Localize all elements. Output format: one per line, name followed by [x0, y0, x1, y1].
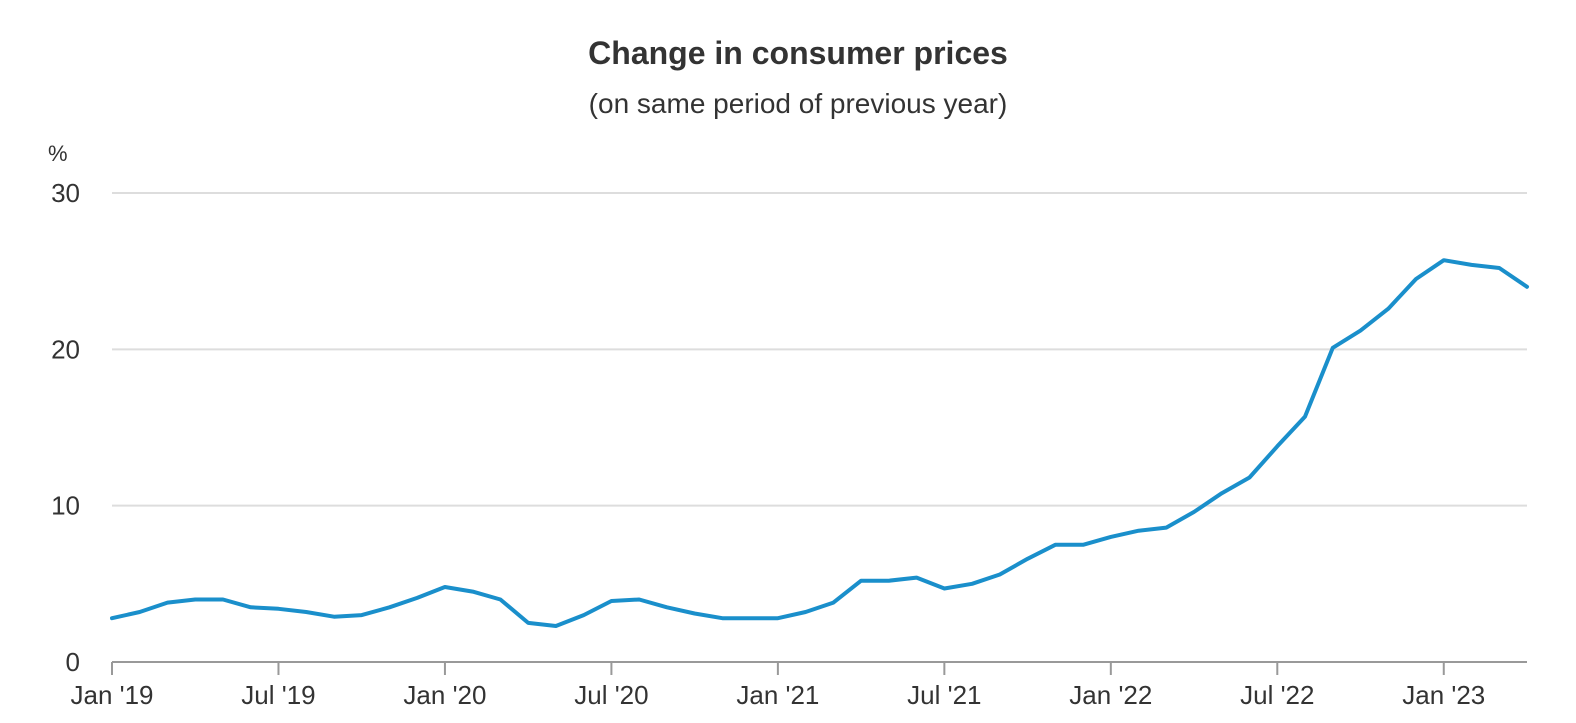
data-point-33	[1025, 556, 1031, 562]
data-point-13	[470, 589, 476, 595]
x-tick-label-0: Jan '19	[70, 680, 153, 710]
chart-subtitle: (on same period of previous year)	[589, 88, 1008, 119]
data-point-29	[914, 575, 920, 581]
y-tick-label-30: 30	[51, 178, 80, 208]
data-point-47	[1413, 276, 1419, 282]
data-point-46	[1385, 306, 1391, 312]
data-point-48	[1441, 257, 1447, 263]
data-point-41	[1247, 475, 1253, 481]
data-point-18	[608, 598, 614, 604]
data-point-21	[692, 611, 698, 617]
data-point-39	[1191, 509, 1197, 515]
data-point-37	[1136, 528, 1142, 534]
data-point-19	[636, 597, 642, 603]
data-point-22	[719, 615, 725, 621]
x-tick-label-5: Jul '21	[907, 680, 981, 710]
data-point-34	[1052, 542, 1058, 548]
data-point-10	[387, 604, 393, 610]
gridlines	[112, 192, 1527, 507]
data-point-11	[414, 595, 420, 601]
data-point-42	[1274, 443, 1280, 449]
data-point-9	[359, 612, 365, 618]
x-axis-ticks: Jan '19 Jul '19 Jan '20 Jul '20 Jan '21 Jul '…	[70, 662, 1485, 710]
data-point-43	[1302, 414, 1308, 420]
y-axis-tick-labels: 0 10 20 30	[51, 178, 80, 677]
data-point-3	[192, 597, 198, 603]
data-point-40	[1219, 490, 1225, 496]
data-point-14	[497, 597, 503, 603]
data-point-2	[165, 600, 171, 606]
chart-title: Change in consumer prices	[588, 35, 1008, 71]
data-point-44	[1330, 345, 1336, 351]
data-point-30	[941, 586, 947, 592]
data-point-26	[830, 600, 836, 606]
data-point-27	[858, 578, 864, 584]
data-point-12	[442, 584, 448, 590]
data-point-23	[747, 615, 753, 621]
data-point-45	[1358, 328, 1364, 334]
data-point-50	[1496, 265, 1502, 271]
y-tick-label-10: 10	[51, 491, 80, 521]
data-point-17	[581, 612, 587, 618]
x-tick-label-2: Jan '20	[403, 680, 486, 710]
data-point-31	[969, 581, 975, 587]
x-tick-label-6: Jan '22	[1069, 680, 1152, 710]
data-point-15	[525, 620, 531, 626]
data-point-36	[1108, 534, 1114, 540]
data-point-24	[775, 615, 781, 621]
data-point-49	[1469, 262, 1475, 268]
series-group	[109, 257, 1530, 629]
y-tick-label-0: 0	[66, 647, 80, 677]
data-point-4	[220, 597, 226, 603]
data-point-1	[137, 609, 143, 615]
data-point-6	[276, 606, 282, 612]
x-tick-label-1: Jul '19	[241, 680, 315, 710]
data-point-25	[803, 609, 809, 615]
data-point-20	[664, 604, 670, 610]
data-point-28	[886, 578, 892, 584]
x-tick-label-8: Jan '23	[1402, 680, 1485, 710]
data-point-16	[553, 623, 559, 629]
data-point-0	[109, 615, 115, 621]
y-tick-label-20: 20	[51, 334, 80, 364]
series-line-0	[110, 258, 1529, 628]
y-axis-unit-label: %	[48, 141, 68, 166]
data-point-32	[997, 572, 1003, 578]
data-point-8	[331, 614, 337, 620]
data-point-51	[1524, 284, 1530, 290]
data-point-35	[1080, 542, 1086, 548]
data-point-5	[248, 604, 254, 610]
x-tick-label-4: Jan '21	[736, 680, 819, 710]
x-tick-label-7: Jul '22	[1240, 680, 1314, 710]
data-point-7	[303, 609, 309, 615]
data-point-38	[1163, 525, 1169, 531]
x-tick-label-3: Jul '20	[574, 680, 648, 710]
